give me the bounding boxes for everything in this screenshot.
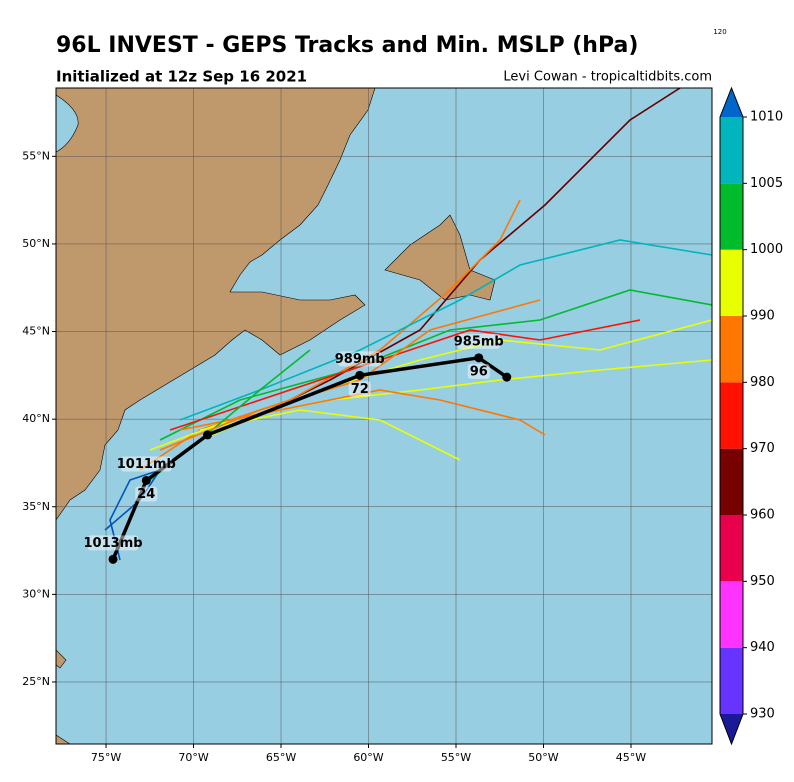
y-tick-label: 50°N <box>22 237 50 250</box>
colorbar-label: 1000 <box>750 242 783 257</box>
y-tick-label: 55°N <box>22 149 50 162</box>
colorbar-label: 1010 <box>750 110 783 125</box>
x-tick-label: 50°W <box>528 751 558 764</box>
y-tick-label: 30°N <box>22 587 50 600</box>
mean-track <box>111 355 508 561</box>
label-box <box>338 351 382 367</box>
y-tick-label: 40°N <box>22 412 50 425</box>
colorbar-segment <box>720 382 743 449</box>
x-tick-label: 45°W <box>616 751 646 764</box>
colorbar-label: 970 <box>750 441 775 456</box>
label-box <box>87 535 139 551</box>
colorbar-segment <box>720 448 743 515</box>
x-tick-label: 55°W <box>441 751 471 764</box>
hour-label: 24 <box>137 487 155 502</box>
colorbar-segment <box>720 316 743 383</box>
colorbar-segment <box>720 117 743 184</box>
colorbar-segment <box>720 515 743 582</box>
pressure-label: 989mb <box>335 352 385 367</box>
hour-label: 72 <box>351 382 369 397</box>
pressure-label: 1013mb <box>84 536 143 551</box>
colorbar-segment <box>720 249 743 316</box>
track-point <box>141 475 151 485</box>
colorbar-under <box>720 714 743 744</box>
hour-label: 96 <box>470 364 488 379</box>
credit: Levi Cowan - tropicaltidbits.com <box>503 70 712 85</box>
label-box <box>348 381 371 397</box>
colorbar-label: 960 <box>750 508 775 523</box>
colorbar-label: 990 <box>750 309 775 324</box>
pressure-label: 985mb <box>454 334 504 349</box>
y-tick-label: 35°N <box>22 500 50 513</box>
track-point <box>108 554 118 564</box>
colorbar-over <box>720 88 743 117</box>
colorbar-label: 940 <box>750 640 775 655</box>
colorbar-label: 1005 <box>750 176 783 191</box>
y-tick-label: 25°N <box>22 675 50 688</box>
colorbar-label: 980 <box>750 375 775 390</box>
track-point <box>474 353 484 363</box>
y-tick-label: 45°N <box>22 325 50 338</box>
x-tick-label: 75°W <box>91 751 121 764</box>
track-point <box>203 430 213 440</box>
land <box>56 88 496 744</box>
pressure-label: 1011mb <box>117 457 176 472</box>
map-frame <box>55 87 713 745</box>
x-tick-label: 65°W <box>266 751 296 764</box>
colorbar-segment <box>720 647 743 714</box>
label-box <box>467 363 490 379</box>
label-box <box>135 486 158 502</box>
x-tick-label: 60°W <box>353 751 383 764</box>
corner-note: 120 <box>713 28 726 36</box>
track-point <box>355 370 365 380</box>
label-box <box>457 333 501 349</box>
colorbar-label: 950 <box>750 574 775 589</box>
track-point <box>502 372 512 382</box>
title: 96L INVEST - GEPS Tracks and Min. MSLP (… <box>56 33 638 58</box>
colorbar-segment <box>720 183 743 250</box>
colorbar-segment <box>720 581 743 648</box>
label-box <box>120 456 172 472</box>
x-tick-label: 70°W <box>178 751 208 764</box>
colorbar-label: 930 <box>750 707 775 722</box>
subtitle: Initialized at 12z Sep 16 2021 <box>56 68 307 86</box>
